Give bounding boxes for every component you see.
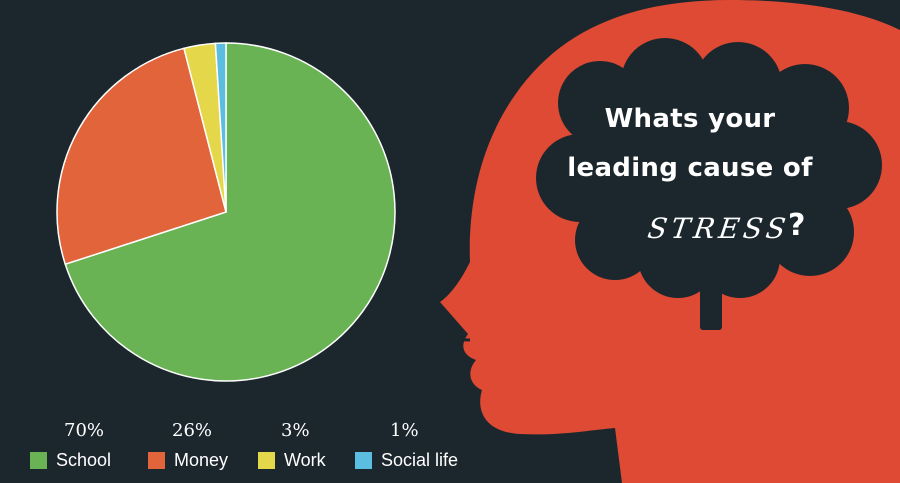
legend-label-work: Work: [284, 449, 326, 470]
legend-item-school: School: [30, 449, 111, 471]
value-label-school: 70%: [64, 420, 105, 441]
question-line-2: leading cause of: [567, 153, 813, 183]
legend-swatch-social-life: [355, 451, 372, 469]
legend-swatch-school: [30, 451, 47, 469]
value-label-money: 26%: [172, 420, 213, 441]
legend-item-work: Work: [258, 449, 326, 471]
legend-label-money: Money: [174, 449, 229, 470]
mouth-line: [419, 337, 471, 342]
stress-word: STRESS: [645, 212, 792, 245]
legend-swatch-money: [148, 451, 165, 469]
legend-label-social-life: Social life: [381, 449, 459, 470]
pie-slice-money: [56, 47, 227, 266]
question-mark: ?: [788, 208, 806, 243]
pie-slices: [56, 42, 396, 382]
legend-label-school: School: [56, 449, 112, 470]
value-label-social-life: 1%: [390, 420, 419, 441]
value-label-work: 3%: [281, 420, 310, 441]
brain-cloud: [536, 38, 882, 330]
legend-item-social-life: Social life: [355, 449, 458, 471]
legend-swatch-work: [258, 451, 275, 469]
question-line-1: Whats your: [604, 104, 776, 134]
legend-item-money: Money: [148, 449, 228, 471]
pie-slice-social-life: [214, 42, 227, 213]
pie-slice-school: [64, 42, 396, 382]
